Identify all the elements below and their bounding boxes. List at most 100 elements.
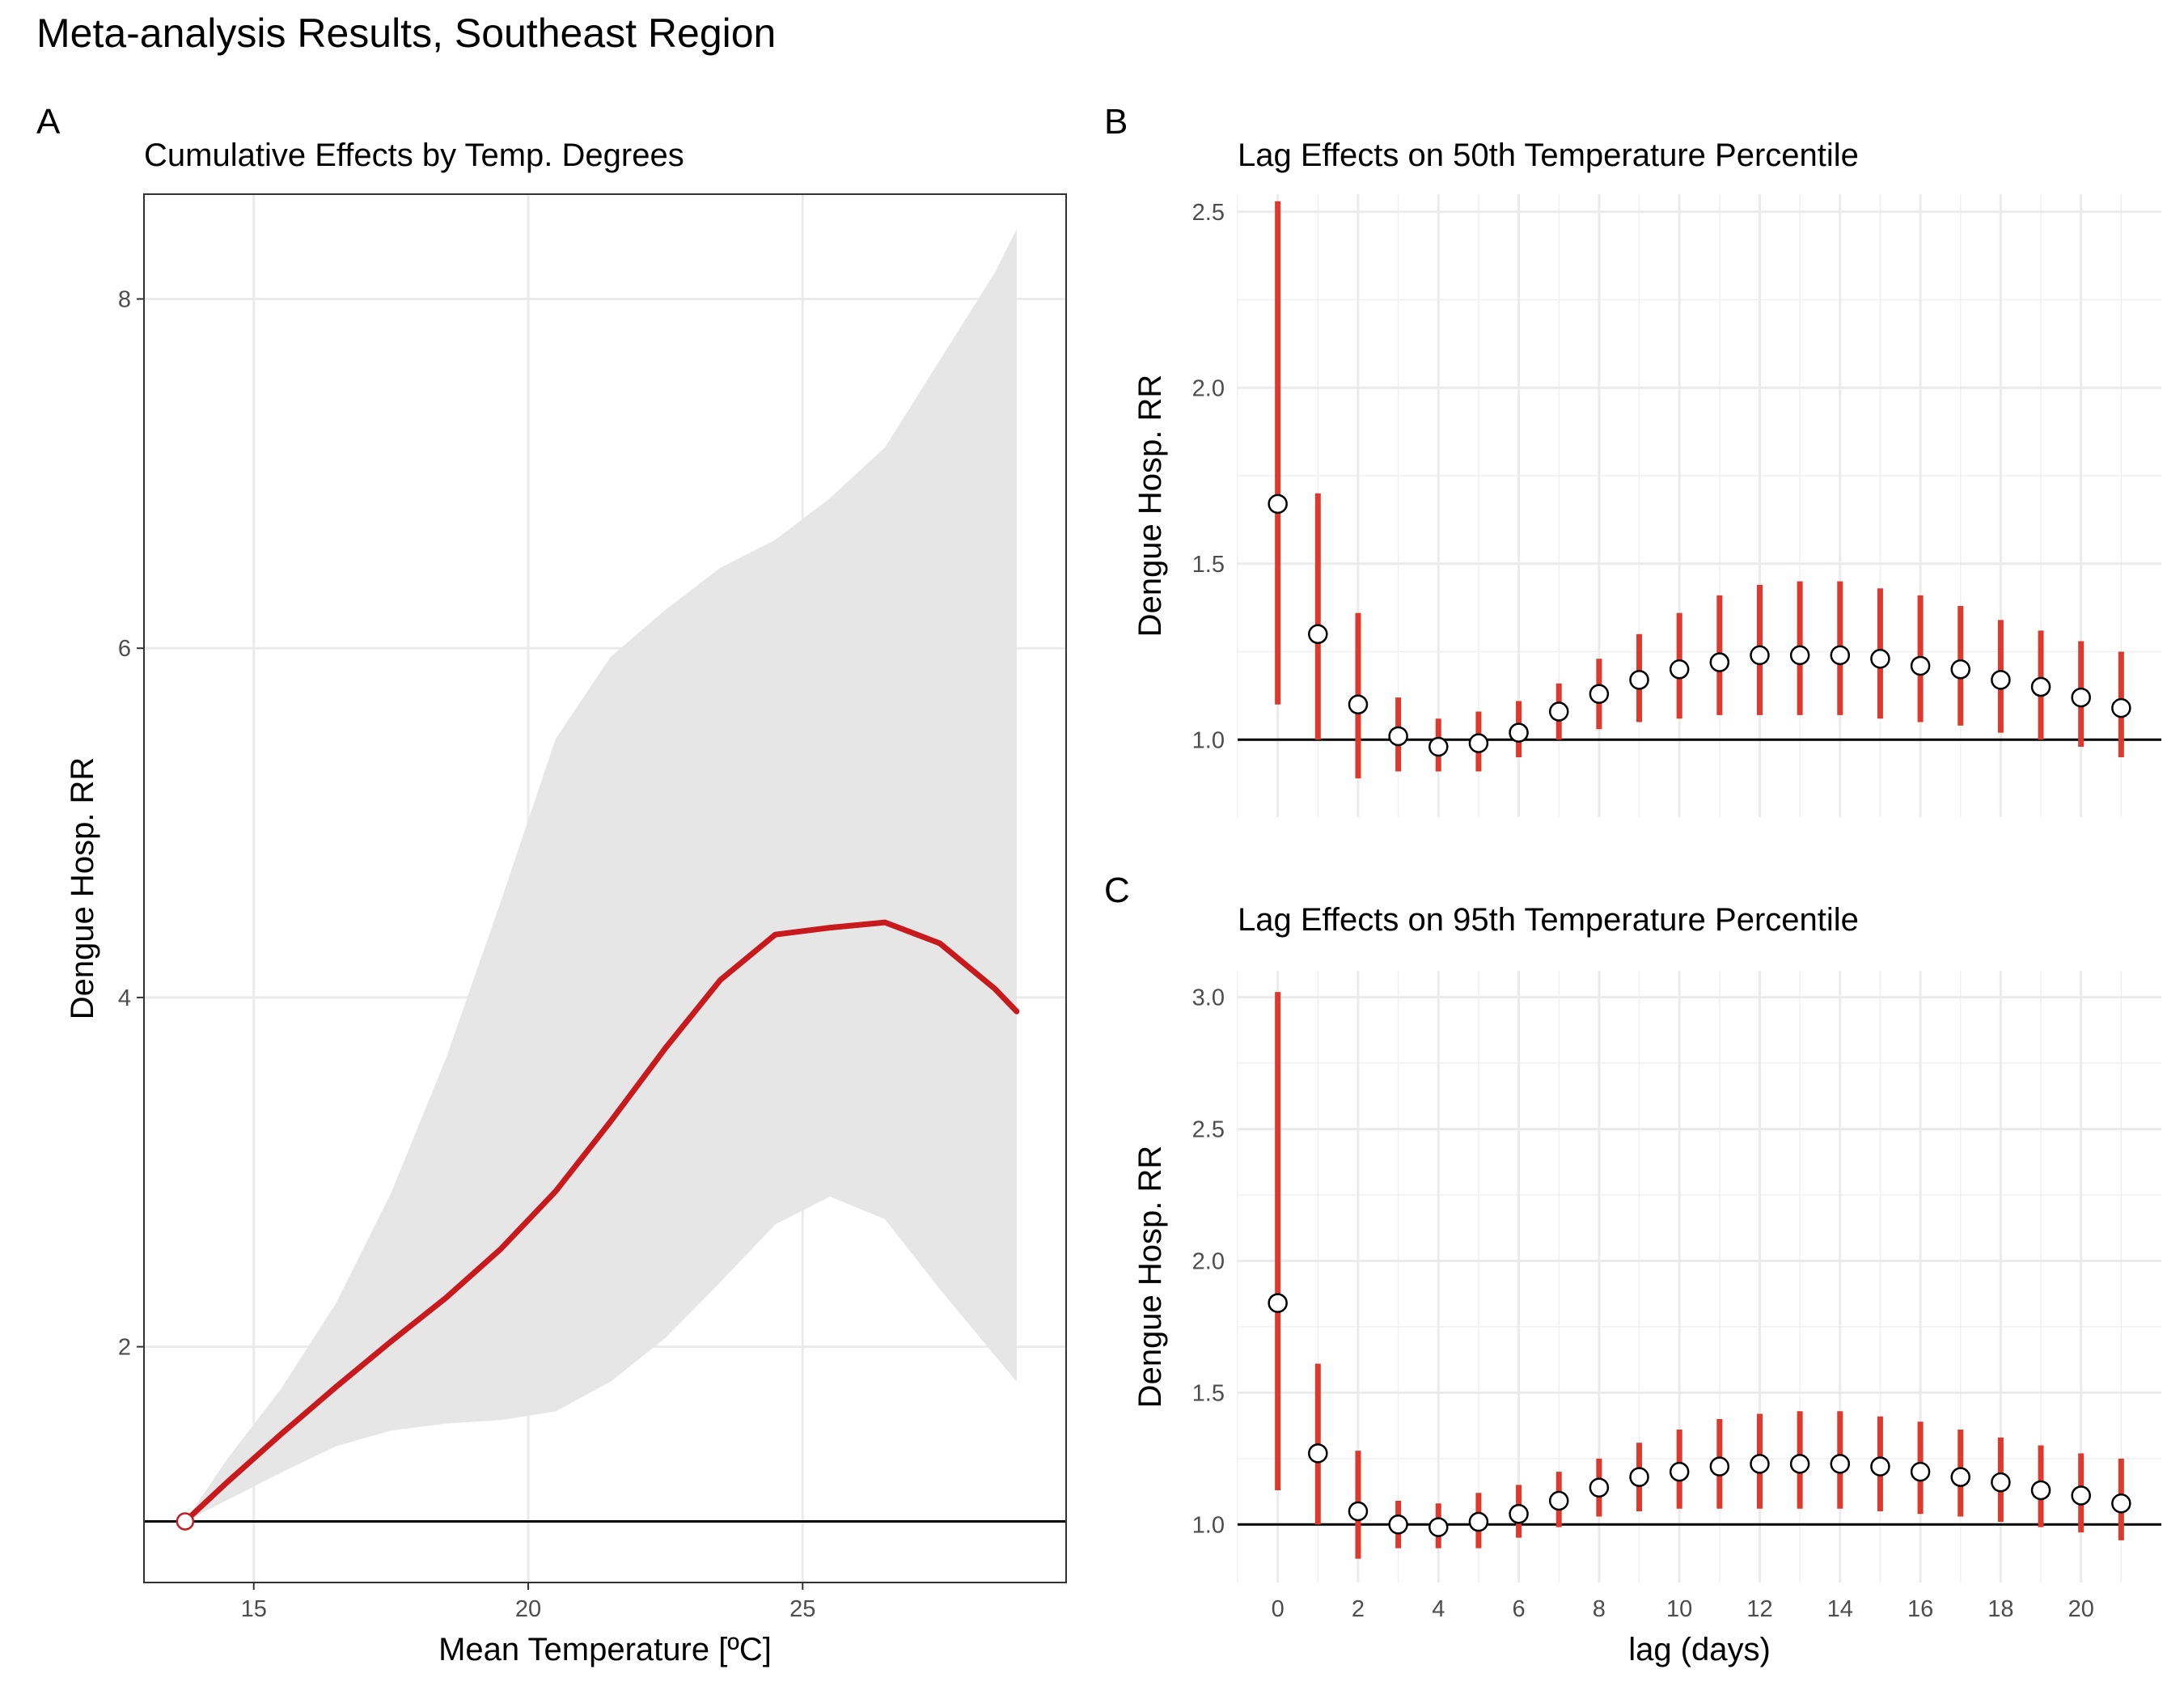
x-tick-label: 12 — [1746, 1596, 1772, 1622]
x-tick-label: 20 — [515, 1596, 541, 1622]
x-axis-label: lag (days) — [1628, 1632, 1771, 1667]
y-axis-label: Dengue Hosp. RR — [1132, 375, 1168, 638]
panel-b: B Lag Effects on 50th Temperature Percent… — [1104, 102, 2161, 817]
panel-c: C Lag Effects on 95th Temperature Percent… — [1104, 871, 2161, 1667]
x-tick-label: 2 — [1352, 1596, 1365, 1622]
estimate-point — [1950, 659, 1970, 680]
rr-curve — [182, 919, 1020, 1524]
confidence-intervals — [1275, 992, 2124, 1559]
x-tick-label: 20 — [2068, 1596, 2094, 1622]
y-tick-label: 8 — [118, 287, 131, 313]
figure-title: Meta-analysis Results, Southeast Region — [36, 11, 776, 56]
y-tick-label: 2.5 — [1192, 200, 1225, 226]
y-tick-label: 2 — [118, 1335, 131, 1361]
estimate-point — [1830, 1454, 1851, 1474]
y-tick-label: 1.5 — [1192, 552, 1225, 578]
estimate-point — [1750, 645, 1770, 666]
estimate-point — [2030, 1480, 2051, 1501]
estimate-point — [1750, 1454, 1770, 1474]
estimate-point — [1268, 494, 1288, 515]
y-axis-label: Dengue Hosp. RR — [65, 757, 100, 1020]
estimate-point — [1789, 1454, 1810, 1474]
estimate-point — [1468, 1511, 1489, 1532]
estimate-point — [2111, 697, 2131, 718]
estimate-point — [1548, 701, 1569, 722]
x-tick-label: 18 — [1987, 1596, 2013, 1622]
x-tick-label: 16 — [1907, 1596, 1933, 1622]
estimate-point — [1388, 726, 1408, 747]
estimate-point — [1509, 722, 1529, 743]
estimate-points — [1268, 494, 2131, 757]
estimate-point — [1428, 736, 1449, 757]
y-axis: 2 4 6 8 Dengue Hosp. RR — [65, 287, 144, 1361]
y-tick-label: 2.0 — [1192, 1248, 1225, 1274]
y-tick-label: 4 — [118, 985, 131, 1011]
confidence-band — [184, 229, 1017, 1522]
panel-title: Lag Effects on 95th Temperature Percenti… — [1238, 902, 1859, 938]
estimate-point — [1589, 1477, 1610, 1498]
estimate-point — [1870, 1456, 1890, 1477]
panel-tag: A — [36, 102, 61, 142]
estimate-point — [2071, 1485, 2091, 1506]
panel-tag: C — [1104, 871, 1130, 910]
y-tick-label: 1.0 — [1192, 1512, 1225, 1538]
estimate-point — [1991, 670, 2011, 690]
y-tick-label: 6 — [118, 636, 131, 662]
y-tick-label: 1.5 — [1192, 1380, 1225, 1406]
estimate-point — [1950, 1467, 1970, 1487]
estimate-point — [1629, 1467, 1649, 1487]
x-tick-label: 15 — [241, 1596, 267, 1622]
estimate-point — [1589, 684, 1610, 704]
estimate-point — [1789, 645, 1810, 666]
y-tick-label: 2.5 — [1192, 1117, 1225, 1143]
estimate-point — [1709, 652, 1730, 672]
estimate-point — [1669, 1461, 1690, 1482]
estimate-point — [1468, 733, 1489, 753]
estimate-point — [1629, 670, 1649, 690]
estimate-point — [1308, 1443, 1328, 1464]
x-tick-label: 25 — [789, 1596, 815, 1622]
estimate-point — [1709, 1456, 1730, 1477]
estimate-point — [1870, 648, 1890, 669]
plot-frame — [143, 193, 1067, 1583]
estimate-point — [2071, 687, 2091, 708]
x-tick-label: 8 — [1593, 1596, 1606, 1622]
panel-a: A Cumulative Effects by Temp. Degrees 2 4 6 8… — [36, 102, 1067, 1667]
estimate-point — [1268, 1293, 1288, 1313]
estimate-point — [1388, 1515, 1408, 1535]
estimate-point — [1830, 645, 1851, 666]
panel-tag: B — [1104, 102, 1128, 142]
reference-point — [176, 1512, 195, 1531]
y-axis: 1.0 1.5 2.0 2.5 Dengue Hosp. RR — [1132, 200, 1225, 754]
estimate-point — [1910, 655, 1931, 676]
y-tick-label: 3.0 — [1192, 985, 1225, 1011]
estimate-point — [1548, 1490, 1569, 1511]
estimate-point — [1348, 694, 1369, 715]
y-axis: 1.0 1.5 2.0 2.5 3.0 Dengue Hosp. RR — [1132, 985, 1225, 1539]
estimate-point — [1910, 1461, 1931, 1482]
estimate-point — [1991, 1472, 2011, 1493]
x-tick-label: 14 — [1827, 1596, 1853, 1622]
x-tick-label: 4 — [1432, 1596, 1445, 1622]
y-tick-label: 1.0 — [1192, 727, 1225, 753]
x-axis-label: Mean Temperature [ºC] — [438, 1632, 772, 1667]
x-tick-label: 10 — [1666, 1596, 1692, 1622]
plot-area — [1238, 194, 2161, 817]
estimate-point — [1669, 659, 1690, 680]
panel-title: Cumulative Effects by Temp. Degrees — [144, 138, 684, 173]
y-tick-label: 2.0 — [1192, 375, 1225, 401]
x-axis: 15 20 25 Mean Temperature [ºC] — [241, 1582, 815, 1667]
estimate-point — [1428, 1517, 1449, 1537]
x-tick-label: 6 — [1512, 1596, 1525, 1622]
estimate-points — [1268, 1293, 2131, 1537]
y-axis-label: Dengue Hosp. RR — [1132, 1146, 1168, 1409]
estimate-point — [1509, 1504, 1529, 1524]
estimate-point — [2030, 676, 2051, 697]
estimate-point — [1348, 1501, 1369, 1522]
x-axis: 0 2 4 6 8 10 12 14 16 18 20 lag (days) — [1272, 1596, 2094, 1667]
panel-title: Lag Effects on 50th Temperature Percenti… — [1238, 138, 1859, 173]
estimate-point — [1308, 624, 1328, 645]
estimate-point — [2111, 1493, 2131, 1514]
x-tick-label: 0 — [1272, 1596, 1285, 1622]
